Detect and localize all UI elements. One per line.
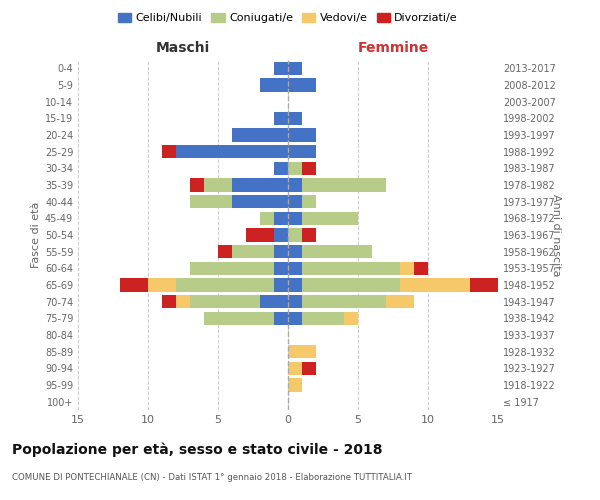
Bar <box>288 112 302 125</box>
Bar <box>288 212 302 225</box>
Text: Femmine: Femmine <box>358 41 428 55</box>
Bar <box>246 228 274 241</box>
Bar <box>288 378 302 392</box>
Bar <box>190 262 274 275</box>
Bar <box>302 278 400 291</box>
Bar <box>218 245 232 258</box>
Bar <box>302 245 372 258</box>
Bar <box>302 228 316 241</box>
Bar <box>232 128 288 141</box>
Bar <box>470 278 498 291</box>
Bar <box>176 278 274 291</box>
Bar <box>274 112 288 125</box>
Bar <box>260 78 288 92</box>
Bar <box>190 195 232 208</box>
Bar <box>288 78 316 92</box>
Bar <box>288 245 302 258</box>
Bar <box>274 212 288 225</box>
Bar <box>232 245 274 258</box>
Bar <box>302 212 358 225</box>
Bar <box>288 128 316 141</box>
Bar <box>162 295 176 308</box>
Bar <box>260 212 274 225</box>
Bar <box>232 195 288 208</box>
Bar <box>288 345 316 358</box>
Bar <box>302 195 316 208</box>
Bar <box>302 312 344 325</box>
Bar <box>302 162 316 175</box>
Bar <box>386 295 414 308</box>
Bar <box>288 312 302 325</box>
Bar <box>204 178 232 192</box>
Text: Popolazione per età, sesso e stato civile - 2018: Popolazione per età, sesso e stato civil… <box>12 442 383 457</box>
Bar <box>260 295 288 308</box>
Bar <box>274 312 288 325</box>
Text: COMUNE DI PONTECHIANALE (CN) - Dati ISTAT 1° gennaio 2018 - Elaborazione TUTTITA: COMUNE DI PONTECHIANALE (CN) - Dati ISTA… <box>12 472 412 482</box>
Y-axis label: Fasce di età: Fasce di età <box>31 202 41 268</box>
Bar <box>148 278 176 291</box>
Legend: Celibi/Nubili, Coniugati/e, Vedovi/e, Divorziati/e: Celibi/Nubili, Coniugati/e, Vedovi/e, Di… <box>113 8 463 28</box>
Bar <box>288 62 302 75</box>
Bar <box>274 245 288 258</box>
Bar <box>120 278 148 291</box>
Bar <box>232 178 288 192</box>
Bar <box>302 295 386 308</box>
Bar <box>414 262 428 275</box>
Bar <box>288 278 302 291</box>
Bar <box>190 178 204 192</box>
Y-axis label: Anni di nascita: Anni di nascita <box>551 194 561 276</box>
Bar <box>274 162 288 175</box>
Bar <box>274 228 288 241</box>
Bar <box>344 312 358 325</box>
Bar <box>400 262 414 275</box>
Bar <box>302 262 400 275</box>
Bar <box>288 178 302 192</box>
Bar <box>288 228 302 241</box>
Bar <box>274 262 288 275</box>
Bar <box>288 295 302 308</box>
Bar <box>288 362 302 375</box>
Text: Maschi: Maschi <box>156 41 210 55</box>
Bar <box>190 295 260 308</box>
Bar <box>302 178 386 192</box>
Bar <box>288 145 316 158</box>
Bar <box>288 195 302 208</box>
Bar <box>176 145 288 158</box>
Bar <box>162 145 176 158</box>
Bar <box>274 62 288 75</box>
Bar <box>274 278 288 291</box>
Bar <box>176 295 190 308</box>
Bar <box>204 312 274 325</box>
Bar <box>400 278 470 291</box>
Bar <box>302 362 316 375</box>
Bar <box>288 262 302 275</box>
Bar <box>288 162 302 175</box>
